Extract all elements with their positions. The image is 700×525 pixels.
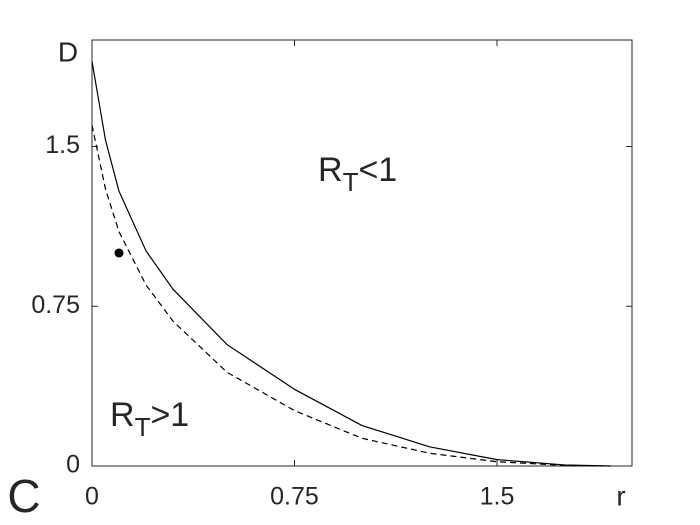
annotation-subscript: T [135, 412, 151, 442]
annotation: RT<1 [318, 151, 397, 197]
dashed-curve [91, 125, 611, 467]
point [114, 248, 124, 258]
y-tick-label: 0 [66, 451, 80, 479]
x-tick-label: 1.5 [480, 483, 515, 511]
x-tick-label: 0 [85, 483, 99, 511]
y-tick-label: 1.5 [45, 131, 80, 159]
annotation: RT>1 [110, 396, 189, 442]
panel-label: C [7, 470, 40, 522]
x-axis-label: r [616, 480, 625, 511]
y-axis-label: D [58, 36, 78, 67]
solid-curve [91, 61, 611, 467]
plot-box [91, 39, 633, 467]
annotation-base: R [318, 151, 343, 189]
x-tick-label: 0.75 [270, 483, 319, 511]
annotation-subscript: T [343, 167, 359, 197]
y-tick-label: 0.75 [31, 291, 80, 319]
annotation-base: R [110, 396, 135, 434]
annotation-suffix: >1 [150, 396, 189, 434]
annotation-suffix: <1 [358, 151, 397, 189]
